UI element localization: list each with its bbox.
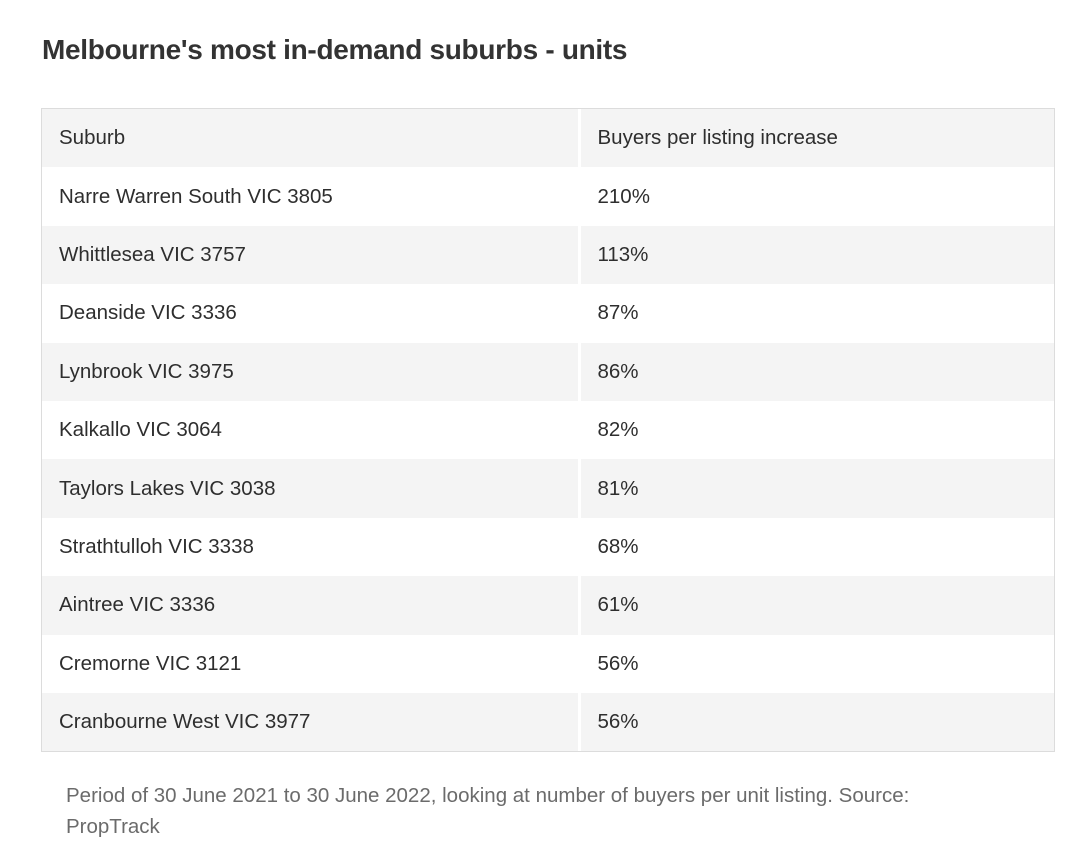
table-row: Taylors Lakes VIC 3038 81% — [42, 459, 1054, 518]
increase-cell: 56% — [577, 692, 1054, 752]
increase-cell: 61% — [577, 576, 1054, 635]
column-header-increase: Buyers per listing increase — [577, 109, 1054, 168]
column-header-suburb: Suburb — [42, 109, 579, 168]
table-header-row: Suburb Buyers per listing increase — [42, 109, 1054, 168]
table-row: Aintree VIC 3336 61% — [42, 576, 1054, 635]
increase-cell: 81% — [577, 459, 1054, 518]
suburb-cell: Deanside VIC 3336 — [42, 284, 579, 343]
suburb-cell: Cremorne VIC 3121 — [42, 634, 579, 693]
suburbs-table-container: Suburb Buyers per listing increase Narre… — [41, 108, 1055, 753]
table-row: Deanside VIC 3336 87% — [42, 284, 1054, 343]
increase-cell: 56% — [577, 634, 1054, 693]
increase-cell: 68% — [577, 517, 1054, 577]
suburb-cell: Lynbrook VIC 3975 — [42, 342, 579, 401]
increase-cell: 82% — [577, 400, 1054, 460]
suburb-cell: Aintree VIC 3336 — [42, 576, 579, 635]
increase-cell: 86% — [577, 342, 1054, 401]
increase-cell: 87% — [577, 284, 1054, 343]
increase-cell: 113% — [577, 225, 1054, 285]
suburb-cell: Narre Warren South VIC 3805 — [42, 167, 579, 226]
suburb-cell: Taylors Lakes VIC 3038 — [42, 459, 579, 518]
page-title: Melbourne's most in-demand suburbs - uni… — [42, 34, 628, 65]
table-row: Whittlesea VIC 3757 113% — [42, 225, 1054, 285]
table-row: Cranbourne West VIC 3977 56% — [42, 692, 1054, 752]
table-row: Cremorne VIC 3121 56% — [42, 634, 1054, 693]
table-row: Lynbrook VIC 3975 86% — [42, 342, 1054, 401]
table-caption: Period of 30 June 2021 to 30 June 2022, … — [66, 784, 910, 838]
suburb-cell: Kalkallo VIC 3064 — [42, 400, 579, 460]
suburb-cell: Whittlesea VIC 3757 — [42, 225, 579, 285]
table-row: Narre Warren South VIC 3805 210% — [42, 167, 1054, 226]
suburb-cell: Cranbourne West VIC 3977 — [42, 692, 579, 752]
suburb-cell: Strathtulloh VIC 3338 — [42, 517, 579, 577]
suburbs-table: Suburb Buyers per listing increase Narre… — [42, 109, 1054, 752]
increase-cell: 210% — [577, 167, 1054, 226]
table-row: Strathtulloh VIC 3338 68% — [42, 517, 1054, 577]
table-row: Kalkallo VIC 3064 82% — [42, 400, 1054, 460]
